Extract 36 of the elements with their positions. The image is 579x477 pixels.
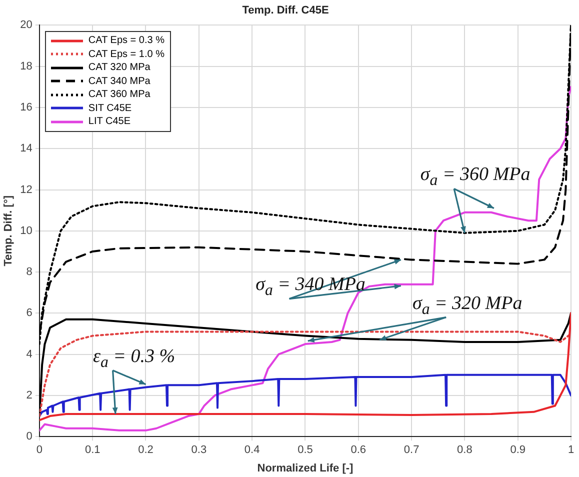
- x-axis-title: Normalized Life [-]: [257, 462, 354, 474]
- x-tick-label: 0.3: [191, 444, 207, 456]
- annotation: σ$_{a}$ = 360 MPa: [420, 164, 530, 190]
- annotation: ε$_{a}$ = 0.3 %: [93, 346, 176, 372]
- y-tick-label: 12: [20, 184, 32, 196]
- legend-label: CAT Eps = 0.3 %: [88, 34, 164, 48]
- y-tick-label: 6: [26, 307, 32, 320]
- y-tick-label: 8: [26, 266, 32, 278]
- y-tick-label: 14: [20, 142, 32, 155]
- legend-label: CAT Eps = 1.0 %: [88, 48, 164, 62]
- x-tick-label: 0: [36, 444, 42, 456]
- legend-label: SIT C45E: [88, 102, 132, 116]
- x-tick-label: 1: [568, 444, 574, 456]
- legend-label: CAT 320 MPa: [88, 61, 150, 75]
- y-tick-label: 2: [26, 389, 32, 402]
- legend-label: LIT C45E: [88, 115, 130, 129]
- x-tick-label: 0.8: [457, 444, 472, 456]
- y-tick-label: 0: [26, 430, 32, 443]
- annotation: σ$_{a}$ = 340 MPa: [256, 274, 366, 300]
- legend-label: CAT 340 MPa: [88, 74, 150, 88]
- y-tick-label: 20: [20, 19, 32, 32]
- x-tick-label: 0.1: [84, 444, 100, 456]
- chart-title: Temp. Diff. C45E: [242, 4, 329, 17]
- x-tick-label: 0.9: [510, 444, 526, 456]
- y-tick-label: 16: [20, 102, 32, 114]
- y-tick-label: 10: [20, 224, 32, 237]
- y-axis-title: Temp. Diff. [°]: [2, 195, 15, 266]
- y-tick-label: 4: [26, 348, 32, 360]
- x-tick-label: 0.7: [404, 444, 420, 456]
- legend-label: CAT 360 MPa: [88, 88, 150, 102]
- annotation: σ$_{a}$ = 320 MPa: [412, 293, 522, 319]
- x-tick-label: 0.4: [244, 444, 260, 456]
- y-tick-label: 18: [20, 60, 32, 72]
- x-tick-label: 0.2: [138, 444, 154, 456]
- x-tick-label: 0.5: [298, 444, 313, 456]
- x-tick-label: 0.6: [350, 444, 366, 456]
